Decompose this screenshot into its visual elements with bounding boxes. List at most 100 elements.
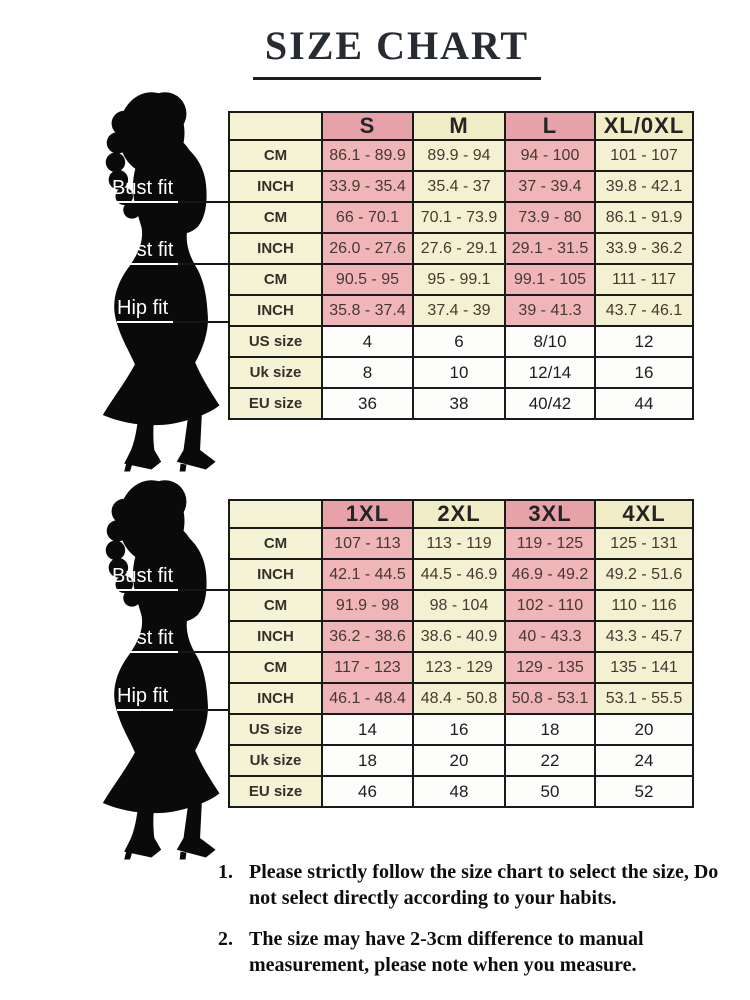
value-cell: 14: [321, 713, 414, 746]
value-cell: 43.7 - 46.1: [594, 294, 694, 327]
table-row: US size 14 16 18 20: [228, 713, 694, 746]
row-label-cell: INCH: [228, 232, 323, 265]
value-cell: 24: [594, 744, 694, 777]
row-label-cell: EU size: [228, 387, 323, 420]
value-cell: 53.1 - 55.5: [594, 682, 694, 715]
leader-line: [178, 263, 230, 265]
value-cell: 20: [594, 713, 694, 746]
note-item: 1. Please strictly follow the size chart…: [218, 860, 743, 911]
value-cell: 135 - 141: [594, 651, 694, 684]
size-header-cell: S: [321, 111, 414, 141]
hip-fit-label: Hip fit: [117, 685, 174, 711]
table-row: CM 90.5 - 95 95 - 99.1 99.1 - 105 111 - 117: [228, 263, 694, 296]
table-header-row: S M L XL/0XL: [228, 111, 694, 141]
table-row: CM 86.1 - 89.9 89.9 - 94 94 - 100 101 - 107: [228, 139, 694, 172]
size-header-cell: 1XL: [321, 499, 414, 529]
value-cell: 125 - 131: [594, 527, 694, 560]
value-cell: 50.8 - 53.1: [504, 682, 596, 715]
size-table-plus-wrap: 1XL 2XL 3XL 4XL CM 107 - 113 113 - 119 119 …: [228, 499, 694, 808]
bust-fit-label: Bust fit: [112, 177, 179, 203]
value-cell: 37 - 39.4: [504, 170, 596, 203]
size-table-regular-wrap: S M L XL/0XL CM 86.1 - 89.9 89.9 - 94 94 - …: [228, 111, 694, 420]
value-cell: 18: [504, 713, 596, 746]
woman-silhouette-icon: [102, 480, 220, 860]
row-label-cell: Uk size: [228, 744, 323, 777]
row-label-cell: Uk size: [228, 356, 323, 389]
value-cell: 33.9 - 36.2: [594, 232, 694, 265]
note-number: 2.: [218, 928, 233, 951]
value-cell: 91.9 - 98: [321, 589, 414, 622]
value-cell: 98 - 104: [412, 589, 506, 622]
value-cell: 43.3 - 45.7: [594, 620, 694, 653]
note-number: 1.: [218, 861, 233, 883]
row-label-cell: EU size: [228, 775, 323, 808]
size-header-cell: 2XL: [412, 499, 506, 529]
waist-fit-label: Waist fit: [103, 627, 179, 653]
bust-fit-callout: Bust fit: [112, 561, 230, 591]
table-row: INCH 42.1 - 44.5 44.5 - 46.9 46.9 - 49.2 49.…: [228, 558, 694, 591]
table-row: CM 66 - 70.1 70.1 - 73.9 73.9 - 80 86.1 - 91…: [228, 201, 694, 234]
size-header-cell: L: [504, 111, 596, 141]
footer-notes: 1. Please strictly follow the size chart…: [218, 860, 743, 994]
waist-fit-callout: Waist fit: [103, 235, 230, 265]
hip-fit-label: Hip fit: [117, 297, 174, 323]
value-cell: 70.1 - 73.9: [412, 201, 506, 234]
value-cell: 39.8 - 42.1: [594, 170, 694, 203]
table-row: Uk size 18 20 22 24: [228, 744, 694, 777]
value-cell: 123 - 129: [412, 651, 506, 684]
value-cell: 66 - 70.1: [321, 201, 414, 234]
row-label-cell: CM: [228, 527, 323, 560]
value-cell: 38: [412, 387, 506, 420]
value-cell: 129 - 135: [504, 651, 596, 684]
leader-line: [178, 589, 230, 591]
size-section-plus: Bust fit Waist fit Hip fit 1XL 2XL 3XL 4: [0, 468, 750, 860]
table-row: Uk size 8 10 12/14 16: [228, 356, 694, 389]
table-row: INCH 46.1 - 48.4 48.4 - 50.8 50.8 - 53.1 53.…: [228, 682, 694, 715]
row-label-cell: CM: [228, 139, 323, 172]
value-cell: 40/42: [504, 387, 596, 420]
size-section-regular: Bust fit Waist fit Hip fit S M L XL/0XL: [0, 80, 750, 472]
table-row: CM 117 - 123 123 - 129 129 - 135 135 - 141: [228, 651, 694, 684]
value-cell: 99.1 - 105: [504, 263, 596, 296]
leader-line: [173, 709, 230, 711]
table-row: CM 107 - 113 113 - 119 119 - 125 125 - 131: [228, 527, 694, 560]
row-label-cell: INCH: [228, 558, 323, 591]
value-cell: 101 - 107: [594, 139, 694, 172]
row-label-cell: CM: [228, 589, 323, 622]
value-cell: 38.6 - 40.9: [412, 620, 506, 653]
size-table-regular: S M L XL/0XL CM 86.1 - 89.9 89.9 - 94 94 - …: [228, 111, 694, 420]
table-row: INCH 35.8 - 37.4 37.4 - 39 39 - 41.3 43.7 - …: [228, 294, 694, 327]
value-cell: 8: [321, 356, 414, 389]
value-cell: 90.5 - 95: [321, 263, 414, 296]
waist-fit-label: Waist fit: [103, 239, 179, 265]
size-header-cell: XL/0XL: [594, 111, 694, 141]
table-row: US size 4 6 8/10 12: [228, 325, 694, 358]
value-cell: 48: [412, 775, 506, 808]
note-text: Please strictly follow the size chart to…: [249, 861, 719, 909]
value-cell: 89.9 - 94: [412, 139, 506, 172]
value-cell: 40 - 43.3: [504, 620, 596, 653]
value-cell: 10: [412, 356, 506, 389]
value-cell: 6: [412, 325, 506, 358]
waist-fit-callout: Waist fit: [103, 623, 230, 653]
table-row: INCH 36.2 - 38.6 38.6 - 40.9 40 - 43.3 43.3 …: [228, 620, 694, 653]
value-cell: 29.1 - 31.5: [504, 232, 596, 265]
value-cell: 4: [321, 325, 414, 358]
woman-silhouette-icon: [102, 92, 220, 472]
table-row: EU size 46 48 50 52: [228, 775, 694, 808]
value-cell: 50: [504, 775, 596, 808]
leader-line: [173, 321, 230, 323]
value-cell: 46.1 - 48.4: [321, 682, 414, 715]
size-table-plus: 1XL 2XL 3XL 4XL CM 107 - 113 113 - 119 119 …: [228, 499, 694, 808]
hip-fit-callout: Hip fit: [117, 681, 230, 711]
value-cell: 117 - 123: [321, 651, 414, 684]
table-row: INCH 33.9 - 35.4 35.4 - 37 37 - 39.4 39.8 - …: [228, 170, 694, 203]
row-label-cell: CM: [228, 263, 323, 296]
row-label-cell: INCH: [228, 682, 323, 715]
page-title: SIZE CHART: [0, 22, 750, 80]
value-cell: 16: [594, 356, 694, 389]
value-cell: 73.9 - 80: [504, 201, 596, 234]
value-cell: 107 - 113: [321, 527, 414, 560]
row-label-cell: US size: [228, 325, 323, 358]
value-cell: 44.5 - 46.9: [412, 558, 506, 591]
